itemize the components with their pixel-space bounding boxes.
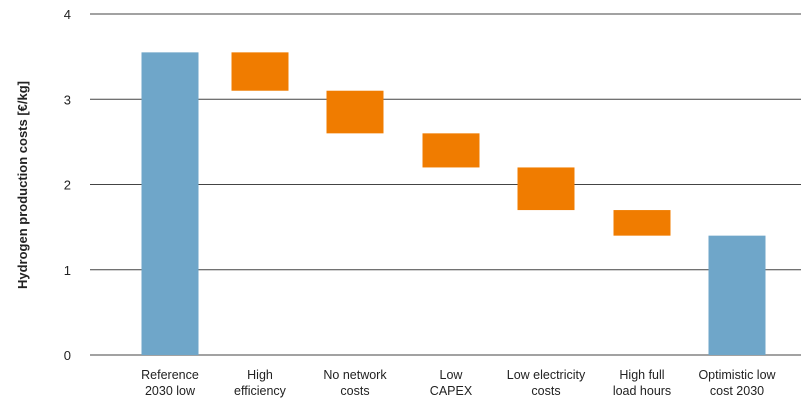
bars bbox=[141, 52, 766, 356]
category-label: Optimistic low bbox=[698, 368, 776, 382]
category-label: load hours bbox=[613, 384, 671, 398]
y-tick-label: 4 bbox=[64, 7, 71, 22]
gridlines bbox=[90, 13, 801, 356]
bar-decrease bbox=[613, 210, 671, 236]
category-label: costs bbox=[531, 384, 560, 398]
category-label: No network bbox=[323, 368, 387, 382]
category-labels: Reference 2030 low High efficiency No networ… bbox=[141, 368, 776, 398]
bar-total bbox=[141, 52, 199, 356]
category-label: High full bbox=[619, 368, 664, 382]
bar-decrease bbox=[517, 167, 575, 211]
bar-decrease bbox=[422, 133, 480, 168]
y-tick-label: 0 bbox=[64, 348, 71, 363]
category-label: CAPEX bbox=[430, 384, 473, 398]
category-label: High bbox=[247, 368, 273, 382]
y-tick-label: 3 bbox=[64, 92, 71, 107]
y-tick-label: 1 bbox=[64, 263, 71, 278]
category-label: cost 2030 bbox=[710, 384, 764, 398]
category-label: Low electricity bbox=[507, 368, 586, 382]
category-label: 2030 low bbox=[145, 384, 196, 398]
bar-total bbox=[708, 235, 766, 355]
category-label: efficiency bbox=[234, 384, 287, 398]
y-tick-label: 2 bbox=[64, 178, 71, 193]
y-axis-label: Hydrogen production costs [€/kg] bbox=[15, 81, 30, 289]
category-label: Low bbox=[440, 368, 464, 382]
y-tick-labels: 0 1 2 3 4 bbox=[64, 7, 71, 363]
bar-decrease bbox=[326, 90, 384, 134]
category-label: costs bbox=[340, 384, 369, 398]
category-label: Reference bbox=[141, 368, 199, 382]
bar-decrease bbox=[231, 52, 289, 91]
